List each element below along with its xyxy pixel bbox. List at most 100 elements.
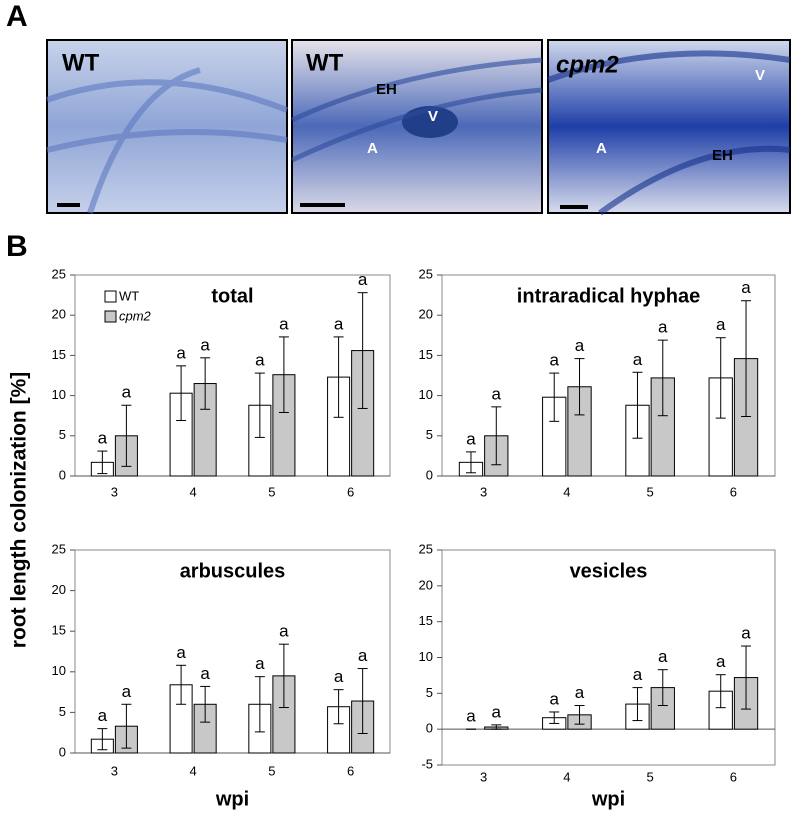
annotation: a <box>200 664 210 683</box>
x-tick-label: 5 <box>268 484 275 499</box>
error-bar <box>657 339 668 417</box>
image-label: EH <box>712 147 733 164</box>
error-bar <box>632 371 643 439</box>
annotation: a <box>279 622 289 641</box>
y-tick-label: 0 <box>426 467 433 482</box>
annotation: a <box>633 350 643 369</box>
annotation: a <box>466 429 476 448</box>
y-tick-label: 10 <box>419 387 433 402</box>
error-bar <box>278 336 289 413</box>
annotation: a <box>122 383 132 402</box>
x-tick-label: 3 <box>480 484 487 499</box>
annotation: a <box>492 384 502 403</box>
annotation: a <box>255 351 265 370</box>
image-label: V <box>428 108 438 125</box>
error-bar <box>200 357 211 410</box>
chart-title: arbuscules <box>180 560 286 582</box>
chart-title: intraradical hyphae <box>517 285 700 307</box>
x-tick-label: 5 <box>268 763 275 778</box>
y-tick-label: 25 <box>52 266 66 281</box>
annotation: a <box>575 683 585 702</box>
x-tick-label: 4 <box>563 769 570 784</box>
x-tick-label: 3 <box>111 484 118 499</box>
error-bar <box>465 451 476 474</box>
annotation: a <box>279 314 289 333</box>
y-tick-label: 15 <box>419 347 433 362</box>
error-bar <box>278 643 289 709</box>
y-tick-label: 0 <box>426 721 433 736</box>
x-tick-label: 4 <box>190 484 197 499</box>
annotation: a <box>549 689 559 708</box>
image-label: V <box>755 67 765 84</box>
micrograph: cpm2 V A EH <box>546 39 791 216</box>
error-bar <box>741 300 752 418</box>
error-bar <box>574 358 585 416</box>
micrograph: WT <box>45 39 289 214</box>
annotation: a <box>741 278 751 297</box>
error-bar <box>176 664 187 705</box>
image-label: A <box>367 140 378 157</box>
image-label: A <box>596 140 607 157</box>
y-tick-label: 5 <box>59 704 66 719</box>
legend-label: WT <box>119 288 139 303</box>
annotation: a <box>200 335 210 354</box>
annotation: a <box>492 702 502 721</box>
error-bar <box>549 372 560 422</box>
legend-swatch <box>104 310 117 323</box>
error-bar <box>491 406 502 466</box>
error-bar <box>574 705 585 725</box>
annotation: a <box>658 647 668 666</box>
y-tick-label: 20 <box>52 582 66 597</box>
annotation: a <box>658 318 668 337</box>
annotation: a <box>358 270 368 289</box>
chart-title: vesicles <box>570 560 648 582</box>
error-bar <box>200 685 211 723</box>
chart-title: total <box>211 285 253 307</box>
y-tick-label: -5 <box>421 756 433 771</box>
x-tick-label: 6 <box>347 484 354 499</box>
x-tick-label: 5 <box>647 769 654 784</box>
panel-label: B <box>6 230 28 263</box>
error-bar <box>357 668 368 735</box>
y-tick-label: 5 <box>59 427 66 442</box>
legend-swatch <box>104 290 117 303</box>
error-bar <box>121 404 132 467</box>
error-bar <box>97 728 108 751</box>
y-tick-label: 10 <box>52 663 66 678</box>
y-axis-label: root length colonization [%] <box>8 372 31 648</box>
error-bar <box>357 292 368 409</box>
annotation: a <box>575 336 585 355</box>
x-tick-label: 3 <box>480 769 487 784</box>
y-tick-label: 15 <box>52 347 66 362</box>
x-axis-label: wpi <box>215 788 249 810</box>
annotation: a <box>98 429 108 448</box>
y-tick-label: 25 <box>419 541 433 556</box>
annotation: a <box>741 624 751 643</box>
x-tick-label: 6 <box>347 763 354 778</box>
error-bar <box>333 336 344 418</box>
x-axis-label: wpi <box>591 788 625 810</box>
error-bar <box>333 689 344 725</box>
error-bar <box>632 687 643 722</box>
error-bar <box>176 365 187 422</box>
y-tick-label: 10 <box>52 387 66 402</box>
error-bar <box>254 372 265 438</box>
panel-label: A <box>6 0 28 33</box>
error-bar <box>715 674 726 709</box>
y-tick-label: 20 <box>419 577 433 592</box>
x-tick-label: 6 <box>730 769 737 784</box>
y-tick-label: 0 <box>59 467 66 482</box>
annotation: a <box>176 343 186 362</box>
error-bar <box>741 645 752 710</box>
y-tick-label: 10 <box>419 649 433 664</box>
annotation: a <box>716 315 726 334</box>
error-bar <box>491 724 502 730</box>
annotation: a <box>122 682 132 701</box>
x-tick-label: 5 <box>647 484 654 499</box>
annotation: a <box>334 314 344 333</box>
x-tick-label: 4 <box>190 763 197 778</box>
y-tick-label: 25 <box>419 266 433 281</box>
